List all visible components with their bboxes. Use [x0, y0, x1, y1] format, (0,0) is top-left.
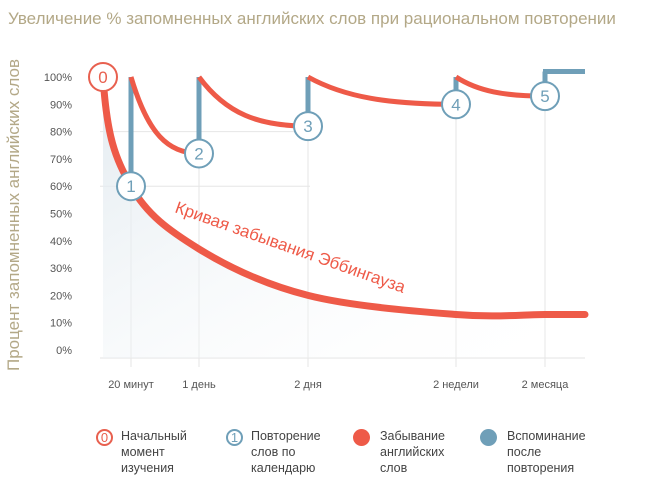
circle-marker [116, 171, 146, 202]
legend-label: Повторение слов по календарю [251, 429, 321, 475]
decay-curve [128, 76, 200, 156]
y-tick-label: 0% [56, 345, 72, 357]
y-tick-label: 30% [50, 263, 72, 275]
legend-label: Вспоминание после повторения [507, 429, 586, 475]
chart-title: Увеличение % запомненных английских слов… [8, 9, 616, 28]
repetition-marker-2: 2 [184, 138, 214, 169]
x-tick-label: 20 минут [108, 379, 154, 391]
y-tick-label: 20% [50, 290, 72, 302]
y-tick-label: 50% [50, 209, 72, 221]
legend-label: Начальный момент изучения [121, 429, 187, 475]
start-circle-icon: 0 [96, 429, 113, 446]
legend-item-start: 0 Начальный момент изучения [96, 428, 193, 476]
repetition-marker-1: 1 [116, 171, 146, 202]
legend-item-forgetting: Забывание английских слов [353, 428, 450, 476]
red-dot-icon [353, 429, 370, 446]
y-tick-label: 40% [50, 236, 72, 248]
area-under-curve [103, 77, 585, 358]
blue-dot-icon [480, 429, 497, 446]
circle-label: 1 [126, 177, 135, 196]
start-marker: 0 [88, 62, 118, 92]
circle-marker [293, 111, 323, 142]
circle-label: 0 [98, 68, 107, 87]
y-tick-label: 90% [50, 99, 72, 111]
circle-label: 3 [303, 117, 312, 136]
repetition-marker-5: 5 [530, 81, 560, 112]
x-tick-label: 2 месяца [522, 379, 570, 391]
circle-label: 4 [451, 95, 460, 114]
x-tick-label: 1 день [182, 379, 216, 391]
circle-label: 5 [540, 87, 549, 106]
y-tick-label: 70% [50, 154, 72, 166]
circle-marker [441, 89, 471, 120]
legend-item-repetition: 1 Повторение слов по календарю [226, 428, 331, 476]
repetition-marker-3: 3 [293, 111, 323, 142]
repetition-marker-4: 4 [441, 89, 471, 120]
x-tick-label: 2 недели [433, 379, 479, 391]
legend-label: Забывание английских слов [380, 429, 445, 475]
circle-marker [184, 138, 214, 169]
decay-curve [306, 74, 457, 107]
y-tick-label: 100% [44, 72, 72, 84]
circle-label: 2 [194, 144, 203, 163]
y-tick-label: 10% [50, 318, 72, 330]
circle-marker [530, 81, 560, 112]
circle-marker [88, 62, 118, 92]
decay-curve [196, 75, 309, 129]
x-tick-label: 2 дня [294, 379, 322, 391]
y-tick-label: 80% [50, 127, 72, 139]
repetition-circle-icon: 1 [226, 429, 243, 446]
y-tick-label: 60% [50, 181, 72, 193]
legend-item-recall: Вспоминание после повторения [480, 428, 597, 476]
